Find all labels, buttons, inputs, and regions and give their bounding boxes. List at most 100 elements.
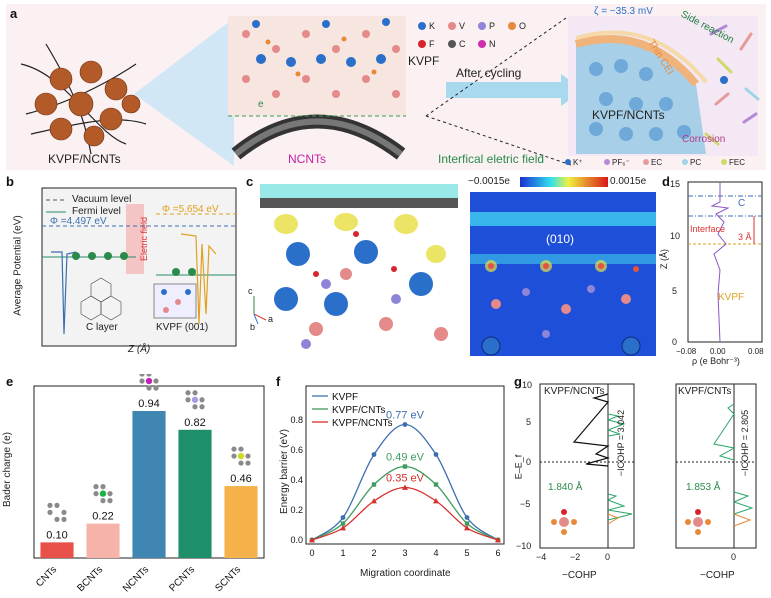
series-peak-label-f: 0.35 eV — [386, 473, 425, 485]
bar-e — [86, 523, 120, 558]
atom-legend-label: V — [459, 21, 465, 31]
line-chart-f: 0 1 2 3 4 5 6 0.0 0.2 0.4 0.6 0.8 0.77 eV KVPF 0.49 eV… — [290, 385, 505, 558]
svg-text:15: 15 — [670, 179, 680, 189]
label-kvpf001: KVPF (001) — [156, 322, 209, 333]
facet-label: (010) — [546, 232, 575, 246]
atom-legend-label: F — [429, 39, 435, 49]
chart-f-xtick-label: 5 — [464, 548, 469, 558]
atom-legend-label: K — [429, 21, 435, 31]
panel-c-images — [253, 177, 656, 356]
species-legend-dot — [721, 159, 727, 165]
series-point-f — [464, 515, 470, 520]
svg-text:5: 5 — [526, 417, 531, 427]
panel-e-letter: e — [6, 374, 14, 389]
chart-f-xtick-label: 4 — [433, 548, 438, 558]
bar-chart-e: 0.10 CNTs 0.22 BCNTs 0.94 NCNTs 0.82 PCNTs 0.46 S… — [33, 374, 265, 594]
bar-e-value-label: 0.22 — [92, 511, 113, 523]
chart-f-ytick-label: 0.0 — [290, 535, 303, 545]
kvpf-crystal-icon — [228, 16, 406, 116]
panel-d-3a: 3 Å — [738, 232, 752, 242]
panel-g-left-icohp: −ICOHP = 3.042 — [616, 409, 627, 477]
species-legend-dot — [682, 159, 688, 165]
panel-d-letter: d — [662, 174, 670, 189]
panel-c-letter: c — [246, 174, 254, 189]
atom-legend-dot — [478, 22, 486, 30]
bar-e — [178, 429, 212, 558]
series-point-f — [340, 521, 346, 526]
panel-b: b Vacuum level Fermi level Φ =4.497 eV Φ… — [6, 174, 240, 355]
cnt-fragment-icon — [93, 484, 113, 504]
legend-label-f: KVPF/CNTs — [332, 405, 385, 416]
axis-c-label: c — [248, 286, 253, 296]
svg-text:0: 0 — [605, 552, 610, 562]
bar-e-category-label: NCNTs — [121, 564, 151, 594]
panel-f-letter: f — [276, 374, 281, 389]
series-point-f — [371, 482, 377, 487]
bar-e-category-label: BCNTs — [75, 564, 105, 594]
species-legend: K⁺ PF₆⁻ EC PC FEC — [565, 158, 745, 167]
species-legend-label: EC — [651, 158, 662, 167]
chart-f-ytick-label: 0.4 — [290, 475, 303, 485]
series-point-f — [371, 452, 377, 457]
phi-left: Φ =4.497 eV — [50, 216, 107, 227]
coated-particle-icon — [568, 16, 760, 156]
color-scale-bar — [520, 177, 608, 187]
scale-max-label: 0.0015e — [610, 176, 647, 187]
atom-legend-label: O — [519, 21, 526, 31]
label-kvpf-ncnts-right: KVPF/NCNTs — [592, 108, 665, 122]
panel-f: f 0 1 2 3 4 5 6 0.0 0.2 0.4 0.6 0.8 0.77 eV KVPF 0.49 … — [276, 374, 512, 596]
panel-d-plot: 0 5 10 15 −0.08 0.00 0.08 — [670, 179, 764, 356]
series-point-f — [495, 537, 501, 543]
panel-d-ytick-labels: 0 5 10 15 — [670, 179, 680, 347]
chart-f-ytick-label: 0.8 — [290, 415, 303, 425]
atom-legend-dot — [418, 40, 426, 48]
svg-text:0: 0 — [731, 552, 736, 562]
panel-g-right-title: KVPF/CNTs — [678, 386, 732, 397]
series-point-f — [433, 452, 439, 457]
panel-d-kvpf: KVPF — [718, 292, 745, 303]
panel-d-xtick-labels: −0.08 0.00 0.08 — [676, 347, 764, 356]
panel-g-right-icohp: −ICOHP = 2.805 — [740, 409, 751, 477]
panel-b-xlabel: Z (Å) — [128, 344, 151, 355]
series-point-f — [402, 422, 408, 427]
svg-text:0: 0 — [526, 457, 531, 467]
panel-d-ylabel: Z (Å) — [659, 249, 669, 269]
chart-f-xtick-label: 1 — [340, 548, 345, 558]
series-point-f — [309, 537, 315, 543]
eletric-field-label: Eletric field — [139, 216, 150, 262]
panel-g-xtick-labels: −4 −2 0 0 — [536, 552, 736, 562]
panel-g-left-bond: 1.840 Å — [548, 482, 583, 493]
bar-e — [132, 411, 166, 558]
legend-label-f: KVPF/NCNTs — [332, 418, 393, 429]
bar-e-category-label: PCNTs — [167, 564, 197, 594]
bar-e — [224, 486, 258, 558]
panel-g-ytick-labels: 10 5 0 −5 −10 — [516, 380, 532, 551]
panel-a-illustration: K V P O F C N K⁺ PF₆⁻ EC PC FEC — [20, 16, 760, 167]
species-legend-label: PF₆⁻ — [612, 158, 630, 167]
svg-text:10: 10 — [522, 380, 532, 390]
svg-text:−4: −4 — [536, 552, 546, 562]
cnt-fragment-icon — [139, 374, 159, 391]
molecule-icon-left — [551, 509, 577, 535]
phi-right: Φ =5.654 eV — [162, 204, 219, 215]
legend-label-f: KVPF — [332, 392, 358, 403]
chart-f-ytick-label: 0.2 — [290, 505, 303, 515]
svg-text:−5: −5 — [520, 499, 530, 509]
series-point-f — [464, 521, 470, 526]
species-legend-label: PC — [690, 158, 701, 167]
svg-text:0.00: 0.00 — [710, 347, 726, 356]
panel-d-xlabel: ρ (e Bohr⁻³) — [692, 356, 740, 366]
panel-a: a — [6, 4, 766, 170]
chart-f-xtick-label: 3 — [402, 548, 407, 558]
legend-fermi: Fermi level — [72, 206, 121, 217]
panel-g-plots: 10 5 0 −5 −10 −4 −2 0 0 — [516, 380, 757, 562]
molecule-icon-right — [685, 509, 711, 535]
atom-legend-label: P — [489, 21, 495, 31]
series-point-f — [340, 525, 346, 531]
panel-e: e 0.10 CNTs 0.22 BCNTs 0.94 NCNTs 0.82 PCNTs 0.4… — [2, 374, 272, 594]
chart-f-frame — [305, 385, 505, 545]
panel-f-xlabel: Migration coordinate — [360, 568, 451, 579]
panel-d: d 0 5 10 15 −0.08 0.00 0.08 C Interface … — [659, 174, 768, 370]
bar-e-value-label: 0.82 — [184, 417, 205, 429]
after-cycling-arrow — [446, 74, 584, 106]
